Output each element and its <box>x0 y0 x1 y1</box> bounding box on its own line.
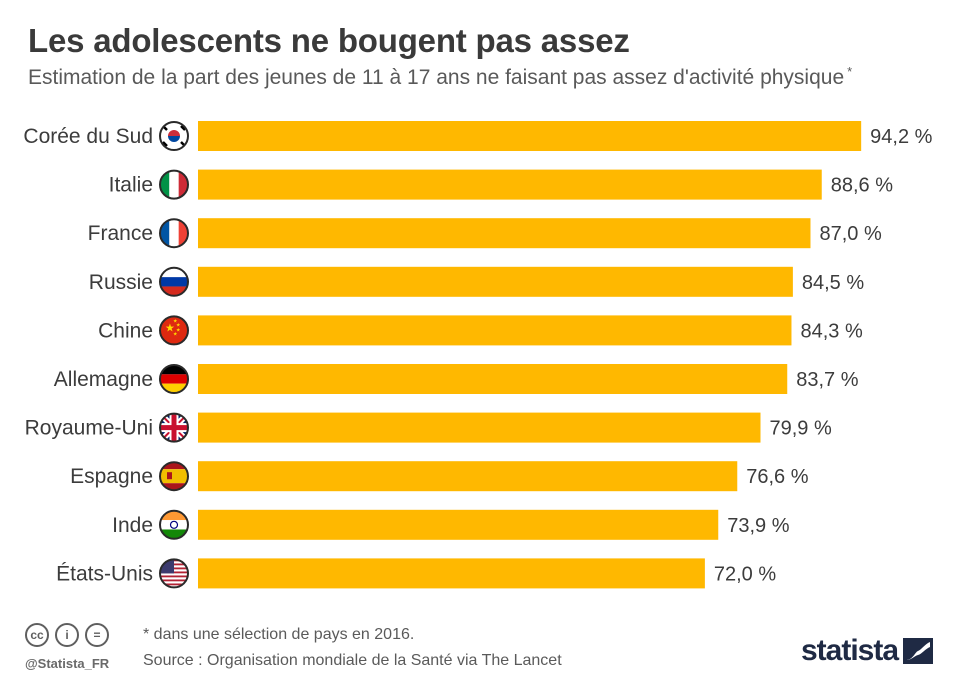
china-flag-icon: ★★★★★ <box>159 315 189 346</box>
bar-chart: Corée du Sud 94,2 % Italie 88,6 % France 87,0… <box>23 121 933 589</box>
spain-flag-icon <box>159 461 189 492</box>
data-label: 72,0 % <box>714 563 776 585</box>
attribution-icon: i <box>55 623 79 647</box>
data-label: 84,5 % <box>802 272 864 294</box>
data-label: 94,2 % <box>870 126 932 148</box>
bar <box>198 509 719 540</box>
germany-flag-icon <box>159 364 189 394</box>
statista-logo[interactable]: statista <box>801 634 934 668</box>
bar <box>198 315 792 346</box>
data-label: 76,6 % <box>746 466 808 488</box>
category-label: France <box>88 222 153 245</box>
data-label: 84,3 % <box>800 320 862 342</box>
no-derivatives-icon: = <box>85 623 109 647</box>
france-flag-icon <box>159 218 189 249</box>
data-label: 88,6 % <box>831 175 893 197</box>
bar <box>198 412 761 443</box>
category-label: Italie <box>109 174 153 197</box>
statista-wordmark: statista <box>801 634 899 667</box>
bar <box>198 218 811 249</box>
bar <box>198 558 705 589</box>
data-label: 83,7 % <box>796 369 858 391</box>
russia-flag-icon <box>159 266 189 297</box>
bar <box>198 461 738 492</box>
category-label: États-Unis <box>56 562 153 585</box>
category-label: Russie <box>89 271 153 294</box>
statista-mark-icon <box>903 638 934 664</box>
south-korea-flag-icon <box>159 121 189 151</box>
data-label: 87,0 % <box>819 223 881 245</box>
chart-subtitle: Estimation de la part des jeunes de 11 à… <box>28 64 852 90</box>
category-label: Chine <box>98 319 153 342</box>
svg-text:★: ★ <box>176 327 181 333</box>
category-label: Corée du Sud <box>23 125 153 148</box>
bar <box>198 266 793 297</box>
twitter-handle: @Statista_FR <box>25 656 110 671</box>
category-label: Espagne <box>70 465 153 488</box>
chart-title: Les adolescents ne bougent pas assez <box>28 22 630 59</box>
bar <box>198 121 862 151</box>
usa-flag-icon <box>159 558 189 589</box>
svg-text:★: ★ <box>173 318 178 324</box>
creative-commons-icon: cc <box>25 623 49 647</box>
category-label: Inde <box>112 514 153 537</box>
category-label: Royaume-Uni <box>25 417 153 440</box>
uk-flag-icon <box>159 412 189 443</box>
source-note: Source : Organisation mondiale de la San… <box>143 652 562 669</box>
svg-text:★: ★ <box>173 331 178 337</box>
subtitle-text: Estimation de la part des jeunes de 11 à… <box>28 66 845 89</box>
data-label: 73,9 % <box>727 515 789 537</box>
bar <box>198 364 788 394</box>
category-label: Allemagne <box>54 368 153 391</box>
data-label: 79,9 % <box>769 418 831 440</box>
bar <box>198 169 822 200</box>
italy-flag-icon <box>159 169 189 200</box>
svg-text:★: ★ <box>176 322 181 328</box>
license-icons: cc i = <box>25 623 109 647</box>
bars-layer: Corée du Sud 94,2 % Italie 88,6 % France 87,0… <box>23 121 933 589</box>
svg-text:★: ★ <box>165 321 175 334</box>
india-flag-icon <box>159 509 189 540</box>
subtitle-footnote-marker: * <box>847 64 853 79</box>
footnote: * dans une sélection de pays en 2016. <box>143 626 415 643</box>
